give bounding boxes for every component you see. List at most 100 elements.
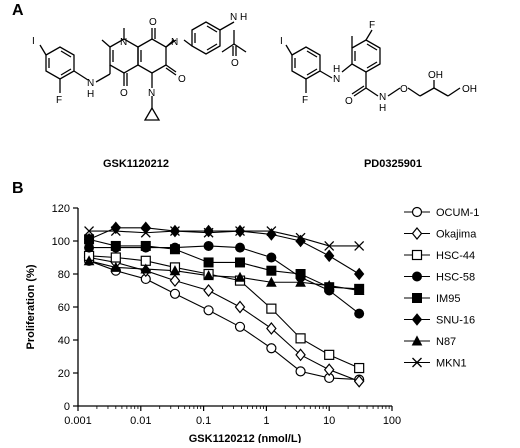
y-tick-label: 120	[52, 203, 70, 215]
data-point	[203, 305, 214, 316]
x-tick-label: 0.001	[64, 415, 92, 427]
data-point	[234, 300, 246, 314]
data-point	[169, 288, 181, 299]
series-line	[89, 255, 360, 369]
legend-label: OCUM-1	[436, 207, 479, 219]
data-point	[203, 257, 214, 268]
data-point	[169, 265, 181, 276]
x-tick-label: 0.01	[130, 415, 151, 427]
atom-label: H	[87, 89, 94, 100]
series-line	[88, 260, 360, 292]
data-point	[412, 271, 422, 282]
y-tick-label: 100	[52, 236, 70, 248]
atom-label: OH	[428, 70, 443, 81]
data-point	[295, 333, 306, 344]
data-point	[266, 343, 277, 354]
data-point	[411, 249, 423, 261]
x-marker-stroke	[110, 226, 121, 237]
atom-label: H	[240, 12, 247, 23]
data-point	[110, 261, 122, 272]
y-tick-label: 20	[58, 368, 70, 380]
data-point	[266, 252, 277, 263]
y-tick-label: 80	[58, 269, 70, 281]
data-point	[140, 240, 151, 251]
atom-label: F	[369, 20, 375, 31]
data-point	[234, 321, 246, 332]
atom-label: N	[120, 37, 127, 48]
x-marker-stroke	[203, 227, 214, 238]
data-point	[266, 303, 277, 314]
data-point	[110, 221, 121, 235]
series-line	[88, 260, 360, 381]
data-point	[411, 335, 423, 346]
data-point	[295, 234, 306, 248]
atom-label: O	[231, 58, 239, 69]
y-axis-label: Proliferation (%)	[25, 264, 37, 349]
difluorobenzamide-ring	[351, 39, 381, 73]
data-point	[84, 226, 95, 237]
panel-a-letter: A	[12, 2, 24, 19]
atom-label: N	[87, 78, 94, 89]
chemical-structures: I F N H N O N O N O N H O I F F N H O N …	[32, 12, 477, 170]
x-tick-label: 1	[263, 415, 269, 427]
series-line	[88, 227, 360, 275]
data-point	[140, 227, 151, 238]
atom-label: H	[379, 103, 386, 114]
data-point	[203, 284, 214, 297]
cyclopropyl-ring	[143, 106, 161, 121]
data-point	[295, 232, 306, 243]
x-marker-stroke	[295, 232, 306, 243]
data-point	[412, 357, 422, 368]
iodofluorophenyl-ring-2	[291, 46, 321, 80]
data-point	[140, 221, 151, 235]
data-point	[83, 233, 95, 246]
data-point	[353, 374, 365, 388]
data-point	[295, 276, 306, 287]
data-point	[234, 271, 246, 282]
data-point	[266, 228, 277, 241]
data-point	[323, 279, 335, 291]
data-point	[203, 240, 214, 251]
series-line	[88, 238, 360, 290]
panel-b: B 0 20 40 60 80 100 120 0.001 0.01 0.1 1 10 100 GSK11…	[0, 180, 520, 445]
compound-name-right: PD0325901	[364, 158, 422, 170]
data-point	[235, 226, 245, 237]
data-point	[411, 206, 423, 218]
pyrimidine-ring	[137, 38, 167, 74]
data-point	[203, 270, 214, 281]
data-point	[203, 227, 214, 238]
panel-b-letter: B	[12, 180, 24, 197]
legend-label: HSC-44	[436, 250, 475, 262]
atom-label: N	[379, 92, 386, 103]
atom-label: O	[149, 17, 157, 28]
atom-label: O	[400, 84, 408, 95]
atom-label: O	[120, 88, 128, 99]
data-point	[411, 227, 423, 240]
data-point	[169, 244, 180, 255]
x-marker-stroke	[324, 240, 335, 251]
atom-label: H	[333, 64, 340, 75]
atom-label: I	[32, 36, 35, 47]
x-axis-label: GSK1120212 (nmol/L)	[189, 433, 302, 443]
data-point	[266, 276, 277, 287]
x-tick-label: 0.1	[196, 415, 211, 427]
data-point	[83, 255, 95, 266]
x-marker-stroke	[170, 226, 180, 237]
data-point	[110, 240, 121, 251]
legend-label: MKN1	[436, 358, 467, 370]
data-point	[411, 313, 423, 326]
data-point	[354, 267, 365, 281]
phenyl-ring	[191, 21, 221, 55]
y-tick-label: 60	[58, 302, 70, 314]
x-marker-stroke	[354, 240, 365, 251]
atom-label: N	[230, 12, 237, 23]
data-point	[295, 366, 306, 377]
data-point	[354, 362, 365, 374]
data-point	[169, 274, 181, 288]
data-point	[110, 252, 121, 263]
x-tick-label: 100	[383, 415, 401, 427]
atom-label: N	[333, 74, 340, 85]
legend-label: N87	[436, 336, 456, 348]
panel-a: A	[0, 0, 520, 182]
atom-label: F	[302, 95, 308, 106]
